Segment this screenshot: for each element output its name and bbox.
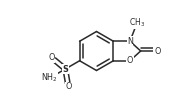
Text: O: O xyxy=(154,47,161,55)
Text: CH$_3$: CH$_3$ xyxy=(129,16,145,29)
Text: O: O xyxy=(48,53,55,62)
Text: O: O xyxy=(127,56,133,65)
Text: N: N xyxy=(127,37,133,46)
Text: NH$_2$: NH$_2$ xyxy=(41,72,58,84)
Text: O: O xyxy=(65,82,72,91)
Text: S: S xyxy=(62,65,68,74)
